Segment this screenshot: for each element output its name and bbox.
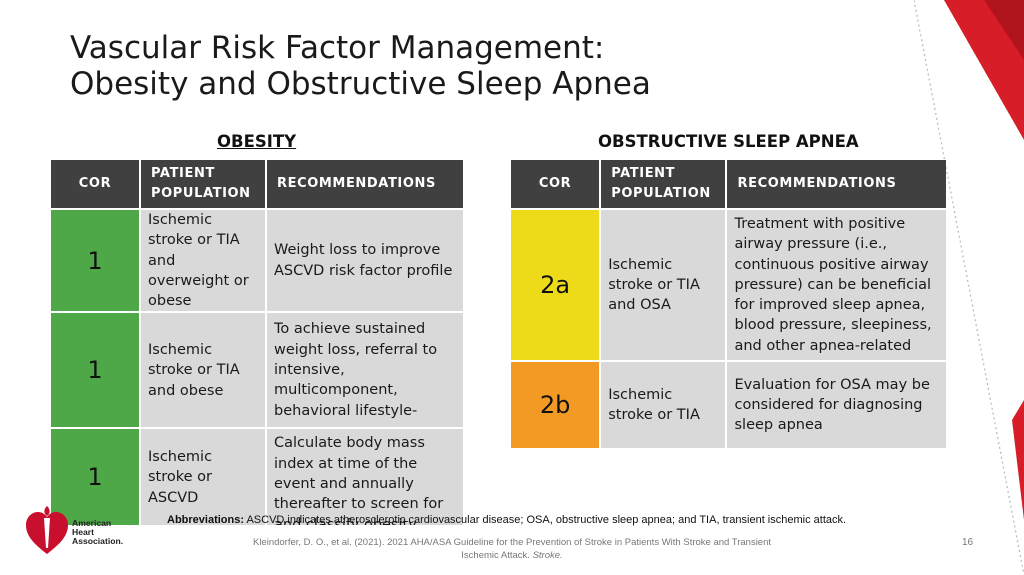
citation-line-2-plain: Ischemic Attack. xyxy=(461,550,533,561)
cor-cell: 2a xyxy=(511,210,600,360)
population-cell: Ischemic stroke or TIA xyxy=(601,362,726,448)
cor-cell: 1 xyxy=(51,210,139,312)
table-row: 1 Ischemic stroke or TIA and obese To ac… xyxy=(51,313,463,428)
header-recommendations: RECOMMENDATIONS xyxy=(267,160,463,208)
header-cor: COR xyxy=(51,160,139,208)
citation-journal: Stroke. xyxy=(532,550,563,561)
citation: Kleindorfer, D. O., et al. (2021). 2021 … xyxy=(232,536,792,562)
recommendation-text: Calculate body mass index at time of the… xyxy=(274,435,444,526)
title-line-1: Vascular Risk Factor Management: xyxy=(70,30,605,66)
cor-cell: 1 xyxy=(51,429,139,526)
corner-decoration xyxy=(914,0,1024,575)
obesity-table: COR PATIENT POPULATION RECOMMENDATIONS 1… xyxy=(49,158,465,527)
population-cell: Ischemic stroke or TIA and obese xyxy=(141,313,265,428)
recommendation-cell: Weight loss to improve ASCVD risk factor… xyxy=(267,210,463,312)
header-cor: COR xyxy=(511,160,600,208)
slide-title: Vascular Risk Factor Management: Obesity… xyxy=(70,30,651,102)
table-row: 2b Ischemic stroke or TIA Evaluation for… xyxy=(511,362,946,448)
page-number: 16 xyxy=(962,537,974,548)
header-recommendations: RECOMMENDATIONS xyxy=(727,160,946,208)
recommendation-cell: Evaluation for OSA may be considered for… xyxy=(727,362,946,448)
population-cell: Ischemic stroke or ASCVD xyxy=(141,429,265,526)
population-cell: Ischemic stroke or TIA and OSA xyxy=(601,210,726,360)
cor-cell: 1 xyxy=(51,313,139,428)
osa-table: COR PATIENT POPULATION RECOMMENDATIONS 2… xyxy=(509,158,948,450)
recommendation-text: To achieve sustained weight loss, referr… xyxy=(274,321,438,419)
table-header-row: COR PATIENT POPULATION RECOMMENDATIONS xyxy=(511,160,946,208)
header-patient-population: PATIENT POPULATION xyxy=(141,160,265,208)
aha-heart-torch-icon xyxy=(26,506,68,554)
logo-line-3: Association. xyxy=(72,536,124,547)
citation-line-1: Kleindorfer, D. O., et al. (2021). 2021 … xyxy=(252,537,772,548)
citation-line-2: Ischemic Attack. Stroke. xyxy=(232,549,792,562)
abbreviations-label: Abbreviations: xyxy=(167,514,245,526)
population-cell: Ischemic stroke or TIA and overweight or… xyxy=(141,210,265,312)
obesity-heading: OBESITY xyxy=(217,132,297,151)
abbreviations-text: ASCVD indicates atherosclerotic cardiova… xyxy=(246,514,847,526)
header-patient-population: PATIENT POPULATION xyxy=(601,160,726,208)
table-row: 1 Ischemic stroke or TIA and overweight … xyxy=(51,210,463,312)
table-header-row: COR PATIENT POPULATION RECOMMENDATIONS xyxy=(51,160,463,208)
recommendation-cell: To achieve sustained weight loss, referr… xyxy=(267,313,463,428)
table-row: 1 Ischemic stroke or ASCVD Calculate bod… xyxy=(51,429,463,526)
table-row: 2a Ischemic stroke or TIA and OSA Treatm… xyxy=(511,210,946,360)
recommendation-text: Treatment with positive airway pressure … xyxy=(734,216,932,354)
abbreviations-note: Abbreviations: ASCVD indicates atheroscl… xyxy=(167,514,846,526)
aha-logo-text: American Heart Association. xyxy=(72,518,124,547)
title-line-2: Obesity and Obstructive Sleep Apnea xyxy=(70,66,651,102)
logo-line-2: Heart xyxy=(72,527,94,538)
osa-heading: OBSTRUCTIVE SLEEP APNEA xyxy=(598,132,859,151)
recommendation-cell: Calculate body mass index at time of the… xyxy=(267,429,463,526)
logo-line-1: American xyxy=(72,518,112,528)
recommendation-cell: Treatment with positive airway pressure … xyxy=(727,210,946,360)
cor-cell: 2b xyxy=(511,362,600,448)
